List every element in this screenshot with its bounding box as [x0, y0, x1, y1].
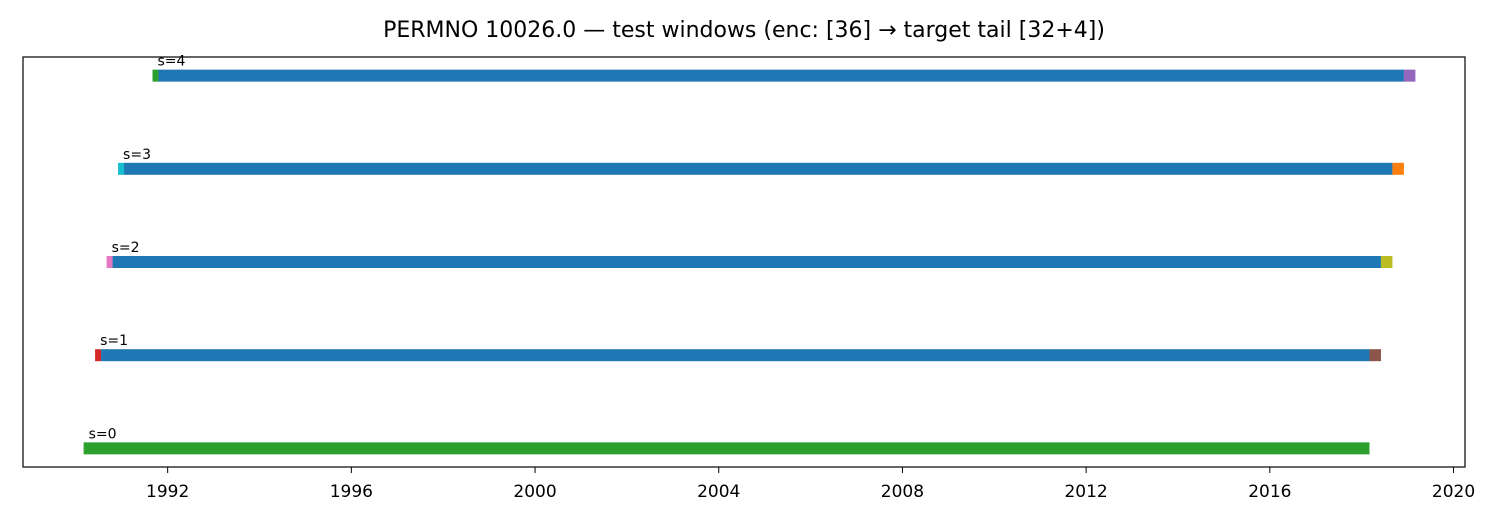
window-bar-head-3: [118, 162, 125, 175]
window-bar-body-3: [124, 162, 1393, 175]
window-bar-head-1: [95, 349, 102, 362]
window-label-0: s=0: [89, 426, 117, 442]
window-labels: s=0 s=1 s=2 s=3 s=4: [89, 54, 186, 443]
window-label-4: s=4: [158, 54, 186, 70]
window-bar-tail-1: [1369, 349, 1381, 362]
window-bar-body-1: [101, 349, 1370, 362]
window-label-1: s=1: [100, 333, 128, 349]
window-bar-head-2: [106, 256, 113, 268]
x-tick-label-5: 2012: [1064, 482, 1107, 502]
window-bar-body-4: [158, 69, 1404, 82]
window-bar-tail-0: [83, 442, 1370, 455]
x-tick-label-7: 2020: [1432, 482, 1475, 502]
window-bar-tail-4: [1403, 69, 1416, 82]
x-tick-label-0: 1992: [146, 482, 189, 502]
plot-frame: [22, 56, 1466, 468]
x-tick-label-4: 2008: [881, 482, 924, 502]
x-tick-label-6: 2016: [1248, 482, 1291, 502]
window-bar-head-4: [152, 69, 159, 82]
x-tick-label-1: 1996: [330, 482, 373, 502]
window-label-3: s=3: [123, 147, 151, 163]
window-label-2: s=2: [112, 240, 140, 256]
x-tick-label-2: 2000: [513, 482, 556, 502]
window-bars: [83, 69, 1416, 455]
window-bar-tail-2: [1380, 256, 1393, 268]
x-tick-label-3: 2004: [697, 482, 740, 502]
window-bar-tail-3: [1392, 162, 1404, 175]
x-axis: 1992 1996 2000 2004 2008 2012 2016 2020: [146, 467, 1475, 502]
window-bar-body-2: [112, 256, 1381, 268]
chart-title: PERMNO 10026.0 — test windows (enc: [36]…: [383, 18, 1105, 43]
